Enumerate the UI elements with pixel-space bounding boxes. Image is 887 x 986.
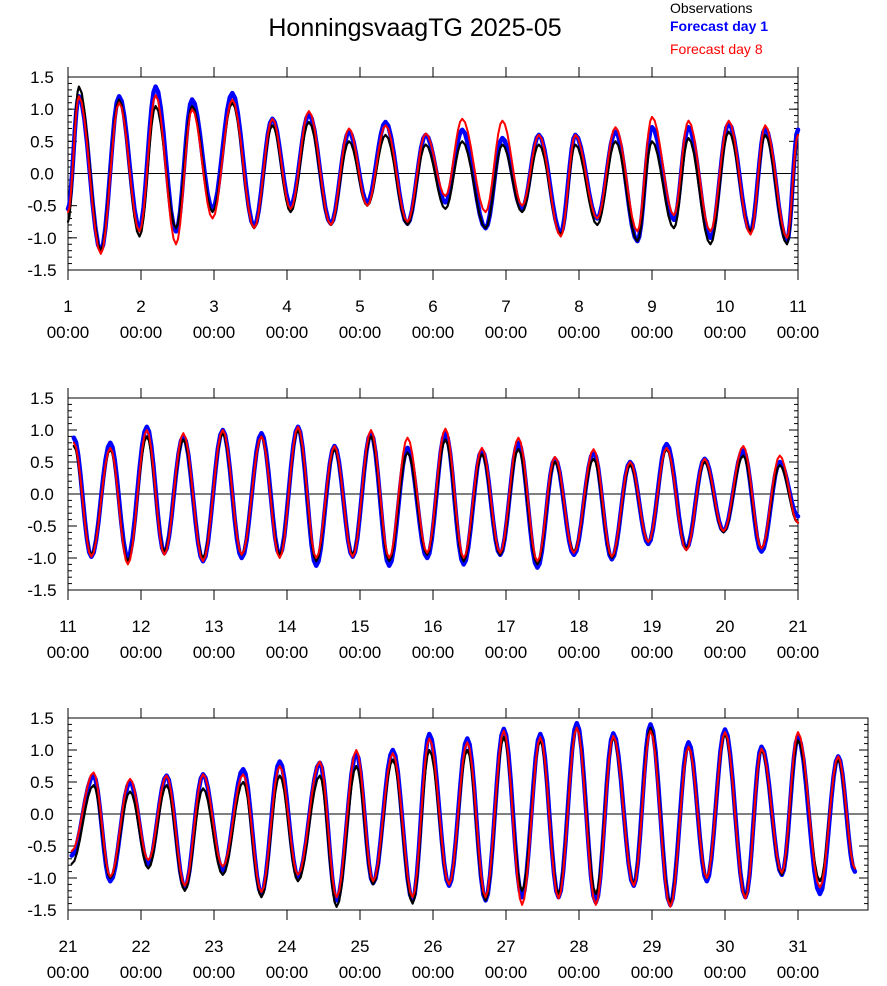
x-tick-label: 13 (205, 617, 224, 636)
y-tick-label: -1.0 (27, 549, 56, 568)
x-tick-label: 28 (570, 937, 589, 956)
x-tick-sublabel: 00:00 (777, 643, 820, 662)
chart-panel-1: 1.5 1.0 0.5 0.0 -0.5 -1.0 -1.5 1 00:00 2 00:00 3 00:… (27, 67, 819, 342)
legend-forecast-day-8: Forecast day 8 (670, 41, 763, 57)
chart-panel-3: 1.5 1.0 0.5 0.0 -0.5 -1.0 -1.521 00:00 22 00:00 23… (27, 708, 869, 982)
y-tick-label: 0.5 (30, 132, 54, 151)
y-tick-label: -1.5 (27, 581, 56, 600)
x-tick-label: 17 (497, 617, 516, 636)
y-tick-label: 0.0 (30, 485, 54, 504)
x-tick-sublabel: 00:00 (47, 643, 90, 662)
x-tick-sublabel: 00:00 (266, 323, 309, 342)
y-tick-label: -0.5 (27, 837, 56, 856)
x-tick-sublabel: 00:00 (339, 643, 382, 662)
legend-forecast-day-1: Forecast day 1 (670, 18, 769, 34)
x-tick-sublabel: 00:00 (339, 323, 382, 342)
x-tick-label: 5 (355, 297, 364, 316)
y-tick-label: 1.5 (30, 389, 54, 408)
x-tick-sublabel: 00:00 (120, 963, 163, 982)
y-tick-label: -1.0 (27, 869, 56, 888)
x-tick-sublabel: 00:00 (339, 963, 382, 982)
x-tick-label: 6 (428, 297, 437, 316)
y-tick-label: 1.5 (30, 68, 54, 87)
x-tick-sublabel: 00:00 (631, 963, 674, 982)
x-tick-sublabel: 00:00 (485, 963, 528, 982)
x-tick-sublabel: 00:00 (704, 323, 747, 342)
page-title: HonningsvaagTG 2025-05 (268, 14, 562, 42)
y-tick-label: -0.5 (27, 517, 56, 536)
x-tick-sublabel: 00:00 (485, 643, 528, 662)
series-forecast-day-8 (67, 94, 799, 255)
x-tick-label: 15 (351, 617, 370, 636)
x-tick-sublabel: 00:00 (704, 963, 747, 982)
x-tick-sublabel: 00:00 (777, 963, 820, 982)
x-tick-sublabel: 00:00 (412, 643, 455, 662)
x-tick-label: 31 (789, 937, 808, 956)
x-tick-label: 12 (132, 617, 151, 636)
y-tick-label: 0.5 (30, 453, 54, 472)
x-tick-sublabel: 00:00 (631, 323, 674, 342)
x-tick-label: 10 (716, 297, 735, 316)
x-tick-label: 24 (278, 937, 297, 956)
chart-panel-2: 1.5 1.0 0.5 0.0 -0.5 -1.0 -1.511 00:00 12 00:00 13… (27, 388, 819, 662)
x-tick-label: 29 (643, 937, 662, 956)
x-tick-sublabel: 00:00 (193, 643, 236, 662)
y-tick-label: -1.0 (27, 229, 56, 248)
x-tick-sublabel: 00:00 (558, 323, 601, 342)
x-tick-label: 1 (63, 297, 72, 316)
series-observations (66, 85, 800, 252)
x-tick-sublabel: 00:00 (47, 323, 90, 342)
y-tick-label: 1.5 (30, 709, 54, 728)
x-tick-label: 27 (497, 937, 516, 956)
series-forecast-day-8 (70, 726, 856, 908)
x-tick-sublabel: 00:00 (704, 643, 747, 662)
x-tick-label: 19 (643, 617, 662, 636)
x-tick-sublabel: 00:00 (193, 323, 236, 342)
x-tick-sublabel: 00:00 (412, 963, 455, 982)
y-tick-label: 1.0 (30, 421, 54, 440)
x-tick-sublabel: 00:00 (485, 323, 528, 342)
x-tick-label: 14 (278, 617, 297, 636)
x-tick-label: 3 (209, 297, 218, 316)
y-tick-label: 0.5 (30, 773, 54, 792)
x-tick-label: 7 (501, 297, 510, 316)
x-tick-label: 21 (59, 937, 78, 956)
y-tick-label: 1.0 (30, 741, 54, 760)
x-tick-sublabel: 00:00 (193, 963, 236, 982)
x-tick-sublabel: 00:00 (266, 643, 309, 662)
x-tick-label: 26 (424, 937, 443, 956)
x-tick-label: 16 (424, 617, 443, 636)
x-tick-sublabel: 00:00 (120, 643, 163, 662)
y-tick-label: -0.5 (27, 197, 56, 216)
x-tick-sublabel: 00:00 (777, 323, 820, 342)
x-tick-label: 25 (351, 937, 370, 956)
x-tick-sublabel: 00:00 (558, 643, 601, 662)
x-tick-label: 11 (789, 297, 807, 316)
x-tick-sublabel: 00:00 (631, 643, 674, 662)
x-tick-label: 20 (716, 617, 735, 636)
x-tick-label: 18 (570, 617, 589, 636)
x-tick-sublabel: 00:00 (120, 323, 163, 342)
x-tick-sublabel: 00:00 (266, 963, 309, 982)
x-tick-sublabel: 00:00 (412, 323, 455, 342)
x-tick-label: 4 (282, 297, 291, 316)
x-tick-label: 11 (59, 617, 77, 636)
x-tick-label: 21 (789, 617, 808, 636)
x-tick-label: 23 (205, 937, 224, 956)
series-forecast-day-8 (72, 425, 799, 566)
y-tick-label: -1.5 (27, 901, 56, 920)
x-tick-label: 2 (136, 297, 145, 316)
x-tick-label: 22 (132, 937, 151, 956)
y-tick-label: 0.0 (30, 805, 54, 824)
x-tick-label: 8 (574, 297, 583, 316)
x-tick-label: 30 (716, 937, 735, 956)
y-tick-label: 1.0 (30, 100, 54, 119)
y-tick-label: 0.0 (30, 165, 54, 184)
x-tick-sublabel: 00:00 (47, 963, 90, 982)
y-tick-label: -1.5 (27, 261, 56, 280)
x-tick-sublabel: 00:00 (558, 963, 601, 982)
legend-observations: Observations (670, 0, 753, 16)
x-tick-label: 9 (647, 297, 656, 316)
